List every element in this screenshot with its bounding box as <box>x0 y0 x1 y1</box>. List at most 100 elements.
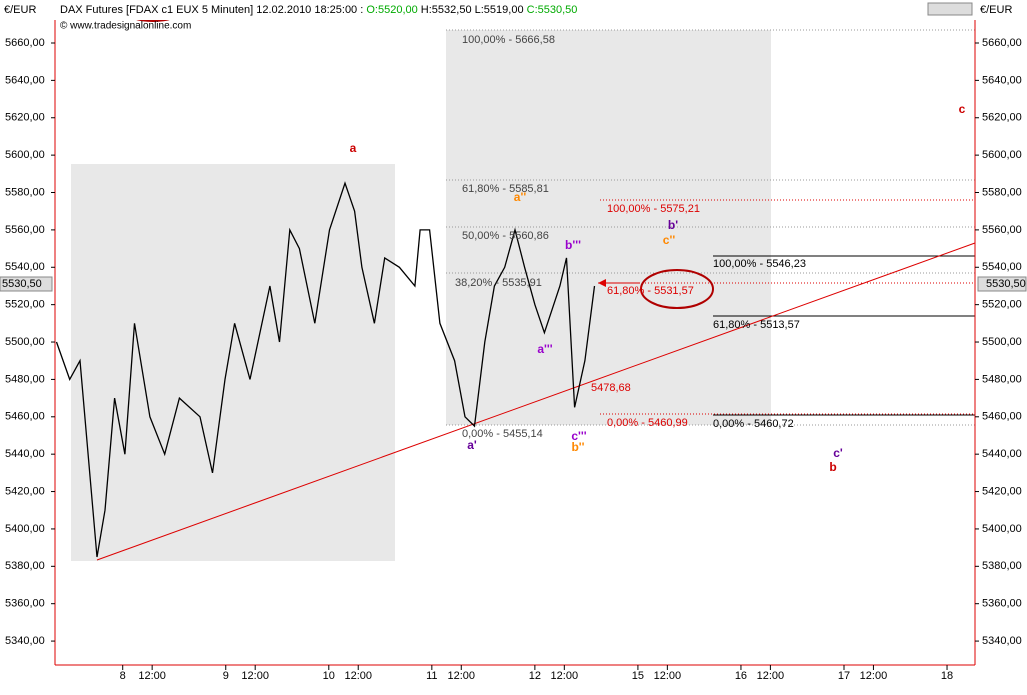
instrument: DAX Futures [FDAX c1 EUX 5 Minuten] <box>60 4 256 16</box>
y-tick-label: 5580,00 <box>982 186 1022 198</box>
range-box <box>71 164 395 561</box>
wave-label: a <box>350 141 357 155</box>
fib-label: 61,80% - 5585,81 <box>462 183 549 195</box>
trend-line <box>96 242 976 561</box>
y-tick-label: 5400,00 <box>982 523 1022 535</box>
y-tick-label: 5440,00 <box>5 448 45 460</box>
x-tick-label: 18 <box>941 670 953 682</box>
x-tick-label: 12:00 <box>138 670 166 682</box>
copyright: © www.tradesignalonline.com <box>60 21 191 32</box>
header-bar <box>0 0 1027 20</box>
y-tick-label: 5500,00 <box>5 336 45 348</box>
y-tick-label: 5420,00 <box>5 485 45 497</box>
fib-label: 0,00% - 5455,14 <box>462 428 543 440</box>
open: O:5520,00 <box>366 4 420 16</box>
x-tick-label: 10 <box>323 670 335 682</box>
wave-label: a'' <box>514 190 527 204</box>
x-tick-label: 12:00 <box>551 670 579 682</box>
window-buttons[interactable] <box>927 2 973 16</box>
fib-label: 0,00% - 5460,99 <box>607 417 688 429</box>
wave-label: a''' <box>537 342 552 356</box>
y-tick-label: 5340,00 <box>5 635 45 647</box>
y-tick-label: 5480,00 <box>5 373 45 385</box>
wave-label: c'' <box>663 233 676 247</box>
y-tick-label: 5620,00 <box>982 112 1022 124</box>
x-tick-label: 12:00 <box>654 670 682 682</box>
low: L:5519,00 <box>475 4 527 16</box>
x-tick-label: 9 <box>223 670 229 682</box>
y-tick-label: 5560,00 <box>982 224 1022 236</box>
x-tick-label: 8 <box>120 670 126 682</box>
x-tick-label: 12:00 <box>448 670 476 682</box>
y-tick-label: 5360,00 <box>982 598 1022 610</box>
fib-lines-black <box>713 255 975 416</box>
y-tick-label: 5640,00 <box>5 74 45 86</box>
y-tick-label: 5340,00 <box>982 635 1022 647</box>
fib-lines-red <box>600 199 975 415</box>
y-tick-label: 5640,00 <box>982 74 1022 86</box>
x-tick-label: 12:00 <box>757 670 785 682</box>
high: H:5532,50 <box>421 4 475 16</box>
highlight <box>640 269 714 309</box>
y-tick-label: 5540,00 <box>982 261 1022 273</box>
y-tick-label: 5520,00 <box>982 299 1022 311</box>
x-tick-label: 12:00 <box>241 670 269 682</box>
close: C:5530,50 <box>527 4 578 16</box>
y-tick-label: 5520,00 <box>5 299 45 311</box>
wave-label: c' <box>833 446 843 460</box>
currency: €/EUR <box>4 4 36 16</box>
y-tick-label: 5480,00 <box>982 373 1022 385</box>
y-tick-label: 5460,00 <box>5 411 45 423</box>
last-price: 5530,50 <box>986 278 1026 290</box>
currency: €/EUR <box>980 4 1012 16</box>
fib-label: 0,00% - 5460,72 <box>713 418 794 430</box>
last-price: 5530,50 <box>2 278 42 290</box>
y-tick-label: 5660,00 <box>982 37 1022 49</box>
fib-label: 61,80% - 5513,57 <box>713 319 800 331</box>
y-tick-label: 5380,00 <box>982 560 1022 572</box>
fib-label: 38,20% - 5535,91 <box>455 277 542 289</box>
y-tick-label: 5440,00 <box>982 448 1022 460</box>
wave-label: b'' <box>571 440 584 454</box>
x-tick-label: 17 <box>838 670 850 682</box>
wave-label: b <box>829 460 836 474</box>
window-buttons[interactable] <box>927 2 973 16</box>
fib-label: 100,00% - 5666,58 <box>462 34 555 46</box>
x-tick-label: 16 <box>735 670 747 682</box>
y-tick-label: 5600,00 <box>5 149 45 161</box>
y-tick-label: 5360,00 <box>5 598 45 610</box>
wave-label: c <box>959 102 966 116</box>
price-tag <box>977 276 1027 292</box>
y-tick-label: 5580,00 <box>5 186 45 198</box>
y-tick-label: 5660,00 <box>5 37 45 49</box>
x-tick-label: 12:00 <box>344 670 372 682</box>
price-line <box>55 181 596 558</box>
y-tick-label: 5460,00 <box>982 411 1022 423</box>
y-tick-label: 5600,00 <box>982 149 1022 161</box>
datetime: 12.02.2010 18:25:00 : <box>256 4 366 16</box>
fib-label: 61,80% - 5531,57 <box>607 285 694 297</box>
x-tick-label: 15 <box>632 670 644 682</box>
y-tick-label: 5400,00 <box>5 523 45 535</box>
x-tick-label: 12 <box>529 670 541 682</box>
y-tick-label: 5620,00 <box>5 112 45 124</box>
x-tick-label: 11 <box>426 670 437 682</box>
header: DAX Futures [FDAX c1 EUX 5 Minuten] 12.0… <box>60 4 577 16</box>
price-tag <box>0 276 53 292</box>
y-tick-label: 5540,00 <box>5 261 45 273</box>
wave-label: a' <box>467 438 477 452</box>
wave-label: b''' <box>565 238 581 252</box>
fib-label: 5478,68 <box>591 382 631 394</box>
wave-label: b' <box>668 218 678 232</box>
y-tick-label: 5500,00 <box>982 336 1022 348</box>
y-tick-label: 5380,00 <box>5 560 45 572</box>
fib-label: 100,00% - 5575,21 <box>607 203 700 215</box>
fib-lines <box>446 29 975 426</box>
fib-label: 50,00% - 5560,86 <box>462 230 549 242</box>
y-tick-label: 5560,00 <box>5 224 45 236</box>
y-tick-label: 5420,00 <box>982 485 1022 497</box>
wave-label: c''' <box>571 429 586 443</box>
fib-label: 100,00% - 5546,23 <box>713 258 806 270</box>
arrow-head <box>598 279 606 287</box>
